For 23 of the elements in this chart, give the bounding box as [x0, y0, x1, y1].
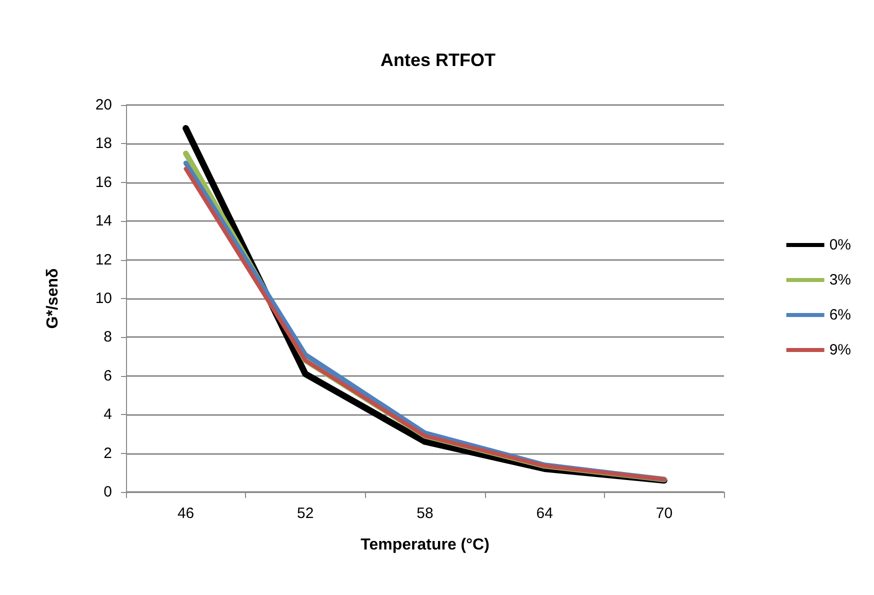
y-tick-label: 2 [104, 444, 112, 462]
y-tick-label: 8 [104, 328, 112, 346]
legend-label: 3% [829, 272, 852, 288]
x-tick-label: 70 [656, 505, 673, 522]
legend-label: 9% [829, 342, 852, 358]
y-tick-label: 12 [95, 251, 112, 268]
y-tick-label: 4 [104, 406, 112, 424]
legend-label: 0% [829, 236, 852, 254]
chart-title: Antes RTFOT [380, 50, 496, 70]
x-tick-label: 64 [536, 505, 553, 522]
y-tick-label: 6 [104, 367, 112, 384]
x-tick-label: 46 [177, 505, 194, 522]
y-tick-label: 10 [95, 290, 112, 307]
y-axis-title: G*/senδ [44, 268, 62, 329]
legend-label: 6% [829, 306, 852, 324]
x-axis-title: Temperature (°C) [360, 536, 490, 554]
x-tick-label: 52 [297, 505, 314, 522]
y-tick-label: 0 [104, 484, 112, 500]
x-tick-label: 58 [416, 505, 434, 522]
y-tick-label: 20 [95, 96, 112, 114]
y-tick-label: 14 [95, 212, 112, 230]
y-tick-label: 18 [95, 135, 112, 152]
y-tick-label: 16 [95, 174, 112, 191]
